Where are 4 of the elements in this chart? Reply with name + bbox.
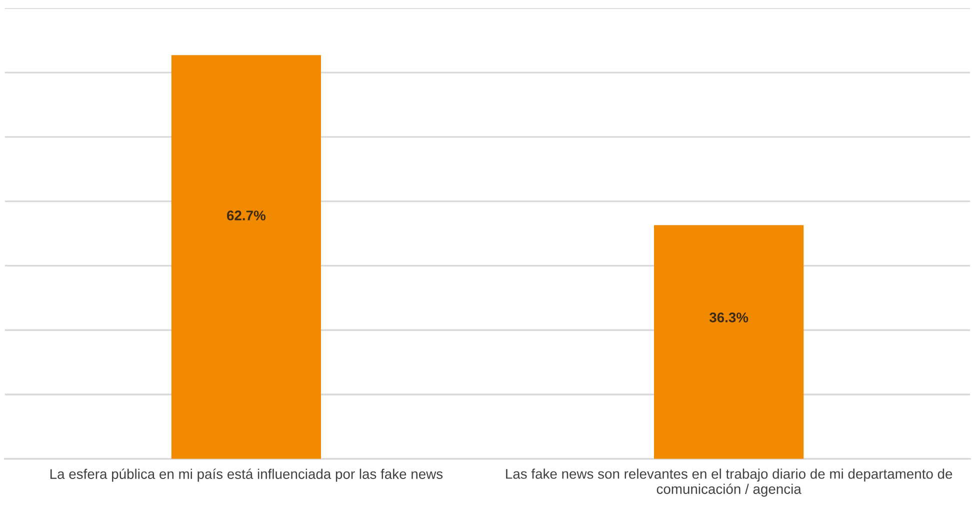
x-tick-label: Las fake news son relevantes en el trabajo diario de mi departamento de comunicación / agencia [506,468,952,497]
data-label: 62.7% [227,210,266,220]
x-tick-label: La esfera pública en mi país está influenciada por las fake news [50,468,443,482]
data-label: 36.3% [709,312,748,322]
